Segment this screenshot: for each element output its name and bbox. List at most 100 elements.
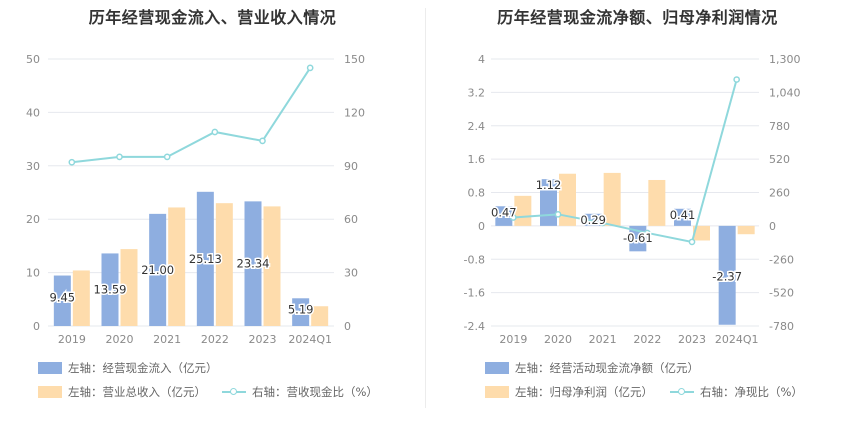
- legend-swatch-bar-orange: [38, 386, 62, 398]
- y-left-tick-label: 40: [26, 106, 40, 119]
- y-right-tick-label: -780: [769, 320, 794, 333]
- bar-series1: [53, 275, 71, 326]
- data-label: 9.45: [50, 291, 76, 305]
- bar-series2: [215, 203, 233, 326]
- bar-series2: [120, 249, 138, 326]
- x-tick-label: 2022: [633, 333, 661, 346]
- legend-label: 左轴：经营现金流入（亿元）: [68, 361, 218, 375]
- y-left-tick-label: -2.4: [464, 320, 485, 333]
- x-tick-label: 2021: [589, 333, 617, 346]
- bar-series2: [72, 270, 90, 326]
- y-right-tick-label: 0: [344, 320, 351, 333]
- x-tick-label: 2024Q1: [288, 333, 332, 346]
- bar-series1: [292, 298, 310, 326]
- y-left-tick-label: 30: [26, 160, 40, 173]
- legend-left-series3[interactable]: 右轴：营收现金比（%）: [222, 384, 378, 400]
- legend-label: 左轴：归母净利润（亿元）: [515, 385, 653, 399]
- y-left-tick-label: 0: [478, 220, 485, 233]
- line-point: [259, 137, 266, 145]
- y-left-tick-label: 4: [478, 53, 485, 66]
- bar-series1: [149, 213, 167, 326]
- y-left-tick-label: 50: [26, 53, 40, 66]
- x-tick-label: 2020: [106, 333, 134, 346]
- y-right-tick-label: -260: [769, 253, 794, 266]
- y-left-tick-label: -0.8: [464, 253, 485, 266]
- data-label: 25.13: [189, 252, 222, 266]
- chart-right-svg: -2.4 -780 -1.6 -520 -0.8 -260 0 0 0.8 260 1.6 520 2.…: [464, 53, 801, 346]
- legend-label: 右轴：营收现金比（%）: [252, 385, 378, 399]
- x-tick-label: 2020: [544, 333, 572, 346]
- legend-line-icon: [222, 386, 246, 398]
- data-label: 1.12: [536, 178, 562, 192]
- x-tick-label: 2024Q1: [715, 333, 759, 346]
- legend-label: 右轴：净现比（%）: [700, 385, 803, 399]
- legend-left-series2[interactable]: 左轴：营业总收入（亿元）: [38, 384, 206, 400]
- y-left-tick-label: 2.4: [468, 120, 486, 133]
- chart-panel-right: 历年经营现金流净额、归母净利润情况 -2.4 -780 -1.6 -520 -0.8 -2…: [425, 0, 850, 437]
- y-right-tick-label: 120: [344, 106, 365, 119]
- y-right-tick-label: 0: [769, 220, 776, 233]
- legend-right-series3[interactable]: 右轴：净现比（%）: [670, 384, 803, 400]
- legend-label: 左轴：营业总收入（亿元）: [68, 385, 206, 399]
- legend-label: 左轴：经营活动现金流净额（亿元）: [515, 361, 699, 375]
- line-point: [163, 153, 171, 161]
- data-label: -2.37: [712, 269, 742, 283]
- y-left-tick-label: -1.6: [464, 287, 485, 300]
- data-label: 23.34: [237, 257, 270, 271]
- bar-series2: [311, 306, 329, 326]
- legend-right-series2[interactable]: 左轴：归母净利润（亿元）: [485, 384, 653, 400]
- line-series3: [513, 79, 738, 244]
- bar-series1: [674, 208, 691, 226]
- y-right-tick-label: 90: [344, 160, 358, 173]
- bar-series1: [718, 225, 736, 325]
- bar-series2: [263, 206, 281, 326]
- chart-panel-left: 历年经营现金流入、营业收入情况 0 0 10 30 20 60 30 90 40 120 50 150…: [26, 8, 378, 400]
- y-right-tick-label: 1,300: [769, 53, 801, 66]
- data-label: 5.19: [288, 302, 314, 316]
- data-label: -0.61: [623, 231, 653, 245]
- y-right-tick-label: 260: [769, 187, 790, 200]
- x-tick-label: 2019: [58, 333, 86, 346]
- y-right-tick-label: 30: [344, 267, 358, 280]
- bar-series2: [168, 207, 186, 326]
- line-point: [599, 219, 607, 227]
- panel-divider: [425, 8, 426, 408]
- line-point: [509, 214, 517, 221]
- legend-swatch-bar-blue: [485, 362, 509, 374]
- legend-right-series1[interactable]: 左轴：经营活动现金流净额（亿元）: [485, 360, 699, 376]
- bar-series2: [737, 225, 755, 235]
- line-point: [688, 238, 696, 246]
- x-tick-label: 2023: [249, 333, 277, 346]
- data-label: 0.41: [670, 208, 696, 222]
- y-left-tick-label: 1.6: [468, 153, 486, 166]
- bar-series1: [244, 201, 262, 326]
- y-right-tick-label: -520: [769, 287, 794, 300]
- chart-title-left: 历年经营现金流入、营业收入情况: [88, 8, 337, 27]
- line-point: [68, 158, 76, 166]
- y-left-tick-label: 10: [26, 267, 40, 280]
- line-point: [733, 76, 741, 83]
- chart-left-svg: 0 0 10 30 20 60 30 90 40 120 50 150 2019 2020 2021 2022…: [26, 53, 365, 346]
- line-point: [116, 153, 123, 161]
- legend-swatch-bar-blue: [38, 362, 62, 374]
- data-label: 0.29: [580, 213, 606, 227]
- y-right-tick-label: 150: [344, 53, 365, 66]
- line-point: [554, 210, 562, 218]
- data-label: 0.47: [491, 205, 517, 219]
- data-label: 13.59: [94, 283, 127, 297]
- line-point: [643, 229, 651, 237]
- x-tick-label: 2022: [201, 333, 229, 346]
- bar-series2: [648, 179, 666, 226]
- line-series3: [71, 67, 312, 164]
- y-right-tick-label: 1,040: [769, 86, 801, 99]
- x-tick-label: 2019: [499, 333, 527, 346]
- bar-series2: [603, 172, 621, 226]
- legend-left-series1[interactable]: 左轴：经营现金流入（亿元）: [38, 360, 218, 376]
- bar-series1: [196, 191, 214, 326]
- bar-series2: [693, 225, 710, 241]
- y-left-tick-label: 20: [26, 213, 40, 226]
- bar-series2: [559, 173, 576, 226]
- y-right-tick-label: 780: [769, 120, 790, 133]
- x-tick-label: 2023: [678, 333, 706, 346]
- y-right-tick-label: 520: [769, 153, 790, 166]
